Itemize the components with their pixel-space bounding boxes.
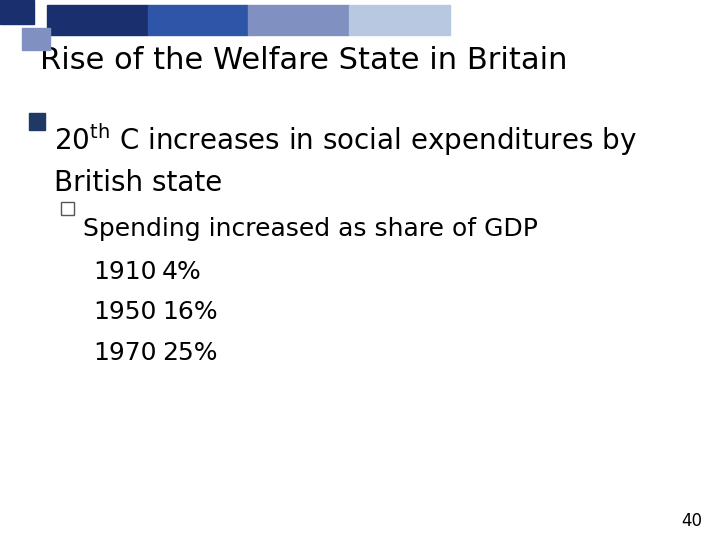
Text: 1910: 1910 bbox=[94, 260, 157, 284]
Bar bbox=[349, 5, 450, 35]
Text: 40: 40 bbox=[681, 512, 702, 530]
Text: 4%: 4% bbox=[162, 260, 202, 284]
Text: Rise of the Welfare State in Britain: Rise of the Welfare State in Britain bbox=[40, 46, 567, 75]
Text: 25%: 25% bbox=[162, 341, 217, 364]
Bar bbox=[248, 5, 349, 35]
Text: 16%: 16% bbox=[162, 300, 217, 324]
Text: 1970: 1970 bbox=[94, 341, 157, 364]
Bar bbox=[22, 28, 50, 50]
Bar bbox=[29, 113, 45, 130]
Bar bbox=[61, 202, 74, 215]
Text: British state: British state bbox=[54, 169, 222, 197]
Bar bbox=[148, 5, 248, 35]
Text: 20$^{\mathsf{th}}$ C increases in social expenditures by: 20$^{\mathsf{th}}$ C increases in social… bbox=[54, 122, 636, 158]
Bar bbox=[0, 0, 34, 24]
Text: 1950: 1950 bbox=[94, 300, 157, 324]
Bar bbox=[47, 5, 148, 35]
Text: Spending increased as share of GDP: Spending increased as share of GDP bbox=[83, 217, 538, 240]
